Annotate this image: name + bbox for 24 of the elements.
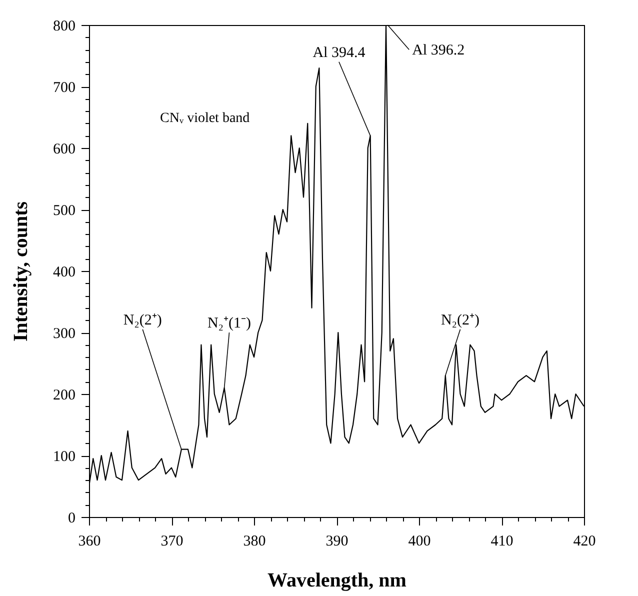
x-tick-label: 420 — [573, 534, 596, 550]
y-tick-label: 200 — [53, 388, 76, 404]
x-axis-title: Wavelength, nm — [268, 570, 407, 592]
y-tick-label: 500 — [53, 203, 76, 219]
x-tick-label: 380 — [243, 534, 266, 550]
annotation: Al 396.2 — [412, 42, 465, 59]
y-tick-label: 300 — [53, 326, 76, 342]
x-tick-label: 410 — [490, 534, 514, 550]
y-tick-label: 100 — [53, 449, 76, 465]
y-tick-label: 0 — [68, 510, 76, 526]
annotation: Al 394.4 — [312, 44, 366, 61]
y-tick-label: 700 — [53, 80, 76, 96]
y-tick-label: 400 — [53, 264, 76, 280]
y-axis-title: Intensity, counts — [10, 201, 32, 342]
annotation: CNᵥ violet band — [160, 111, 250, 126]
x-tick-label: 360 — [78, 534, 101, 550]
x-tick-label: 400 — [408, 534, 431, 550]
x-tick-label: 390 — [326, 534, 348, 550]
annotation: N₂⁺(1⁻) — [207, 316, 252, 332]
annotation: N₂(2⁺) — [123, 312, 162, 328]
y-tick-label: 800 — [53, 18, 76, 34]
annotation: N₂(2⁺) — [440, 312, 480, 328]
x-tick-label: 370 — [160, 534, 184, 550]
y-tick-label: 600 — [53, 142, 76, 158]
